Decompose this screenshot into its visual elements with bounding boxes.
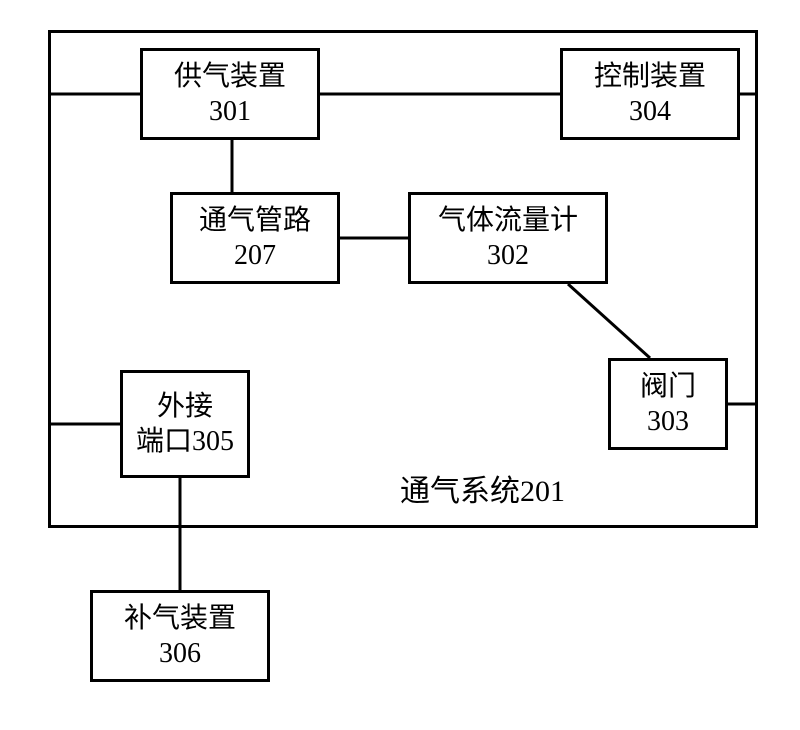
node-label: 气体流量计 <box>438 203 578 238</box>
node-label: 302 <box>487 238 529 273</box>
node-control: 控制装置 304 <box>560 48 740 140</box>
system-label: 通气系统201 <box>400 466 565 510</box>
node-label: 补气装置 <box>124 601 236 636</box>
diagram-canvas: 供气装置 301 控制装置 304 通气管路 207 气体流量计 302 外接 … <box>0 0 800 730</box>
node-label: 通气管路 <box>199 203 311 238</box>
node-valve: 阀门 303 <box>608 358 728 450</box>
node-label: 供气装置 <box>174 59 286 94</box>
node-label: 外接 <box>157 389 213 424</box>
node-label: 端口305 <box>136 424 234 459</box>
node-ext-port: 外接 端口305 <box>120 370 250 478</box>
node-label: 控制装置 <box>594 59 706 94</box>
node-label: 304 <box>629 94 671 129</box>
node-vent-pipe: 通气管路 207 <box>170 192 340 284</box>
node-label: 303 <box>647 404 689 439</box>
node-label: 301 <box>209 94 251 129</box>
node-supplement: 补气装置 306 <box>90 590 270 682</box>
node-label: 306 <box>159 636 201 671</box>
node-label: 207 <box>234 238 276 273</box>
node-flow-meter: 气体流量计 302 <box>408 192 608 284</box>
node-label: 阀门 <box>640 369 696 404</box>
node-gas-supply: 供气装置 301 <box>140 48 320 140</box>
